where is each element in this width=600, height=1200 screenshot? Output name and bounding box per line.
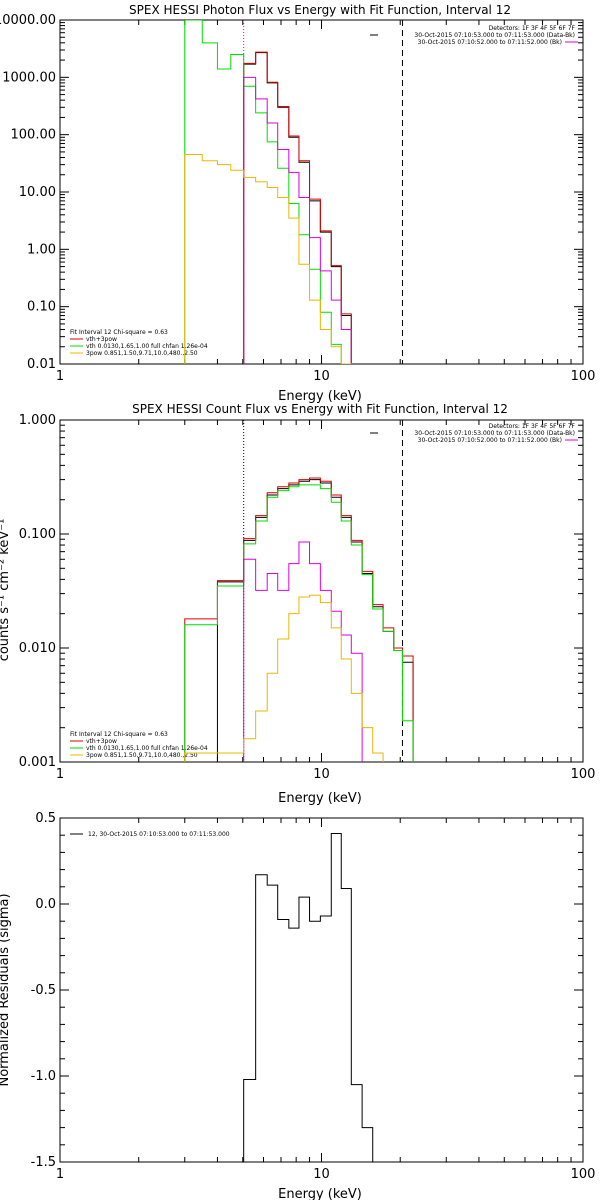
y-tick-label: 0.5 bbox=[35, 811, 56, 826]
panel-3-xlabel: Energy (keV) bbox=[278, 1187, 362, 1200]
y-tick-label: 10.00 bbox=[19, 185, 56, 200]
panel-1-meta-0: Detectors: 1F 3F 4F 5F 6F 7F bbox=[489, 25, 576, 32]
series-5-step-line bbox=[184, 154, 352, 364]
panel-3-ylabel: Normalized Residuals (sigma) bbox=[0, 893, 12, 1086]
panel-1-legend-0: Fit Interval 12 Chi-square = 0.63 bbox=[70, 329, 168, 336]
panel-2-legend-3: 3pow 0.851,1.50,9.71,10.0,480.,2.50 bbox=[86, 752, 198, 759]
panel-2-xlabel: Energy (keV) bbox=[278, 791, 362, 806]
y-tick-label: -1.5 bbox=[31, 1155, 56, 1170]
y-tick-label: 0.10 bbox=[27, 300, 56, 315]
series-4-step-line bbox=[243, 541, 363, 762]
y-tick-label: 0.001 bbox=[19, 755, 56, 770]
panel-2-title: SPEX HESSI Count Flux vs Energy with Fit… bbox=[132, 402, 508, 416]
count-flux-panel: SPEX HESSI Count Flux vs Energy with Fit… bbox=[0, 402, 595, 806]
x-tick-label: 100 bbox=[571, 767, 596, 782]
panel-2-legend-2: vth 0.0130,1.65,1.00 full chfan 1.26e-04 bbox=[86, 745, 208, 752]
panel-2-legend-1: vth+3pow bbox=[86, 738, 117, 745]
x-tick-label: 10 bbox=[313, 369, 330, 384]
series-1-step-line bbox=[243, 832, 374, 1162]
y-tick-label: 1.00 bbox=[27, 242, 56, 257]
y-tick-label: 1.000 bbox=[19, 413, 56, 428]
series-1-step-line bbox=[216, 479, 414, 762]
series-4-step-line bbox=[243, 76, 352, 364]
series-5-step-line bbox=[184, 594, 384, 762]
panel-1-xlabel: Energy (keV) bbox=[278, 389, 362, 404]
panel-1-series-group bbox=[184, 20, 352, 364]
y-tick-label: 0.0 bbox=[35, 897, 56, 912]
panel-3-legend-0: 12, 30-Oct-2015 07:10:53.000 to 07:11:53… bbox=[88, 831, 230, 838]
series-2-step-line bbox=[184, 477, 414, 762]
panel-2-legend-0: Fit Interval 12 Chi-square = 0.63 bbox=[70, 731, 168, 738]
residuals-panel: Energy (keV) Normalized Residuals (sigma… bbox=[0, 811, 595, 1200]
series-3-step-line bbox=[184, 20, 342, 364]
panel-1-meta-2: 30-Oct-2015 07:10:52.000 to 07:11:52.000… bbox=[418, 39, 562, 46]
y-tick-label: 0.100 bbox=[19, 527, 56, 542]
panel-1-legend-2: vth 0.0130,1.65,1.00 full chfan 1.26e-04 bbox=[86, 343, 208, 350]
panel-1-legend-1: vth+3pow bbox=[86, 336, 117, 343]
x-tick-label: 10 bbox=[313, 1167, 330, 1182]
x-tick-label: 1 bbox=[56, 1167, 64, 1182]
panel-1-meta-1: 30-Oct-2015 07:10:53.000 to 07:11:53.000… bbox=[414, 32, 575, 39]
x-tick-label: 1 bbox=[56, 767, 64, 782]
y-tick-label: 0.01 bbox=[27, 357, 56, 372]
photon-flux-panel: SPEX HESSI Photon Flux vs Energy with Fi… bbox=[0, 3, 595, 404]
panel-1-title: SPEX HESSI Photon Flux vs Energy with Fi… bbox=[129, 3, 511, 17]
panel-3-frame bbox=[59, 817, 584, 1163]
series-3-step-line bbox=[184, 484, 414, 762]
y-tick-label: 100.00 bbox=[11, 128, 57, 143]
panel-2-frame bbox=[59, 419, 584, 763]
panel-2-meta-2: 30-Oct-2015 07:10:52.000 to 07:11:52.000… bbox=[418, 437, 562, 444]
y-tick-label: -0.5 bbox=[31, 983, 56, 998]
series-2-step-line bbox=[243, 51, 352, 364]
y-tick-label: 10000.00 bbox=[0, 13, 56, 28]
y-tick-label: 1000.00 bbox=[2, 70, 56, 85]
panel-3-series-group bbox=[243, 832, 374, 1162]
x-tick-label: 100 bbox=[571, 369, 596, 384]
panel-2-series-group bbox=[184, 477, 414, 762]
panel-2-meta-0: Detectors: 1F 3F 4F 5F 6F 7F bbox=[489, 423, 576, 430]
series-1-step-line bbox=[243, 52, 352, 364]
x-tick-label: 100 bbox=[571, 1167, 596, 1182]
panel-1-legend-3: 3pow 0.851,1.50,9.71,10.0,480.,2.50 bbox=[86, 350, 198, 357]
y-tick-label: -1.0 bbox=[31, 1069, 56, 1084]
panel-2-ylabel: counts s⁻¹ cm⁻² keV⁻¹ bbox=[0, 519, 12, 662]
panel-2-meta-1: 30-Oct-2015 07:10:53.000 to 07:11:53.000… bbox=[414, 430, 575, 437]
x-tick-label: 10 bbox=[313, 767, 330, 782]
x-tick-label: 1 bbox=[56, 369, 64, 384]
y-tick-label: 0.010 bbox=[19, 641, 56, 656]
